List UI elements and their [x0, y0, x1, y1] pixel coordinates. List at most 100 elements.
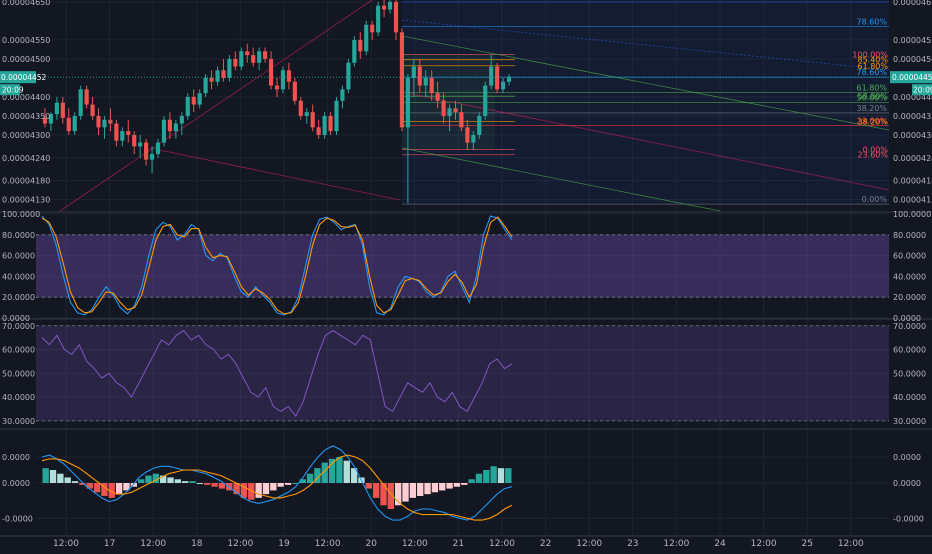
candle-body [114, 123, 119, 141]
candle-body [209, 77, 214, 82]
macd-hist-bar [372, 483, 380, 498]
macd-hist-bar [49, 470, 57, 483]
last-price-badge-left [0, 71, 36, 84]
candle-body [346, 62, 351, 90]
stoch-line [41, 216, 513, 315]
macd-hist-bar [284, 483, 292, 485]
macd-hist-bar [167, 477, 174, 483]
y-tick-label-left: 0.00004500 [2, 55, 50, 64]
macd-hist-bar [387, 483, 394, 509]
macd-hist-bar [497, 468, 505, 483]
candle-body [191, 96, 196, 105]
rsi-y-tick-left: 60.0000 [2, 346, 35, 355]
last-price-label-left: 0.00004452 [1, 73, 47, 82]
x-tick-label: 24 [714, 539, 726, 549]
y-tick-label-right: 0.00004650 [893, 0, 932, 7]
rsi-y-tick-left: 50.0000 [2, 369, 35, 378]
candle-body [411, 66, 416, 78]
x-tick-label: 19 [278, 539, 290, 549]
y-tick-label-left: 0.00004400 [2, 93, 50, 102]
candle-body [155, 142, 161, 154]
candle-body [120, 131, 125, 141]
channel-line [401, 35, 890, 131]
candle-body [179, 115, 184, 124]
candle-body [328, 115, 333, 132]
stoch-y-tick-right: 80.0000 [893, 231, 926, 240]
macd-hist-bar [130, 483, 137, 487]
candle-body [48, 114, 54, 124]
candle-body [42, 117, 48, 124]
candle-body [453, 108, 458, 113]
rsi-y-tick-left: 40.0000 [2, 393, 35, 402]
macd-hist-bar [233, 483, 240, 495]
stoch-y-tick-right: 100.0000 [893, 210, 931, 219]
stoch-y-tick-right: 20.0000 [893, 293, 926, 302]
macd-hist-bar [336, 457, 343, 483]
candle-body [66, 117, 71, 132]
candle-body [370, 24, 375, 33]
candle-body [197, 93, 202, 105]
x-tick-label: 12:00 [53, 539, 79, 549]
trendline [149, 147, 401, 201]
macd-hist-bar [248, 483, 255, 500]
candle-body [429, 77, 434, 94]
macd-hist-bar [182, 481, 189, 483]
candle-body [417, 66, 422, 86]
candle-body [358, 39, 363, 52]
candle-body [257, 51, 262, 63]
stoch-y-tick-left: 40.0000 [2, 272, 35, 281]
macd-line [41, 454, 513, 521]
trendline [59, 0, 373, 212]
x-tick-label: 12:00 [140, 539, 166, 549]
x-tick-label: 12:00 [489, 539, 515, 549]
stoch-y-tick-left: 100.0000 [2, 210, 40, 219]
macd-hist-bar [160, 475, 167, 483]
candle-body [506, 77, 512, 82]
extension-line [401, 19, 890, 71]
candle-body [393, 1, 399, 33]
candle-body [78, 89, 83, 116]
macd-hist-bar [453, 483, 461, 487]
candle-body [233, 58, 238, 67]
macd-hist-bar [321, 462, 328, 483]
candle-body [108, 119, 113, 124]
rsi-line [41, 329, 513, 418]
fib-label-mid: 0.00% [863, 145, 889, 154]
candle-body [126, 131, 131, 135]
macd-hist-bar [446, 483, 453, 489]
macd-hist-bar [365, 483, 372, 489]
macd-hist-bar [431, 483, 439, 493]
candle-body [489, 66, 494, 86]
macd-hist-bar [461, 483, 468, 485]
macd-hist-bar [64, 477, 71, 483]
x-tick-label: 18 [191, 539, 203, 549]
x-tick-label: 22 [540, 539, 551, 549]
x-tick-label: 12:00 [402, 539, 428, 549]
fib-label-right: 50.00% [856, 94, 887, 103]
time-label-left: 20:09 [2, 86, 24, 95]
candle-body [173, 123, 178, 132]
rsi-y-tick-right: 60.0000 [893, 346, 926, 355]
y-tick-label-left: 0.00004350 [2, 112, 50, 121]
candle-body [221, 70, 226, 78]
candle-body [286, 70, 291, 82]
candle-body [352, 39, 357, 63]
candle-body [280, 70, 286, 90]
fib-label-right: 61.80% [856, 83, 887, 92]
candle-body [471, 134, 476, 143]
macd-hist-bar [490, 466, 497, 483]
fib-label-mid: 58.80% [857, 92, 888, 101]
macd-hist-bar [240, 483, 248, 498]
macd-hist-bar [417, 483, 424, 496]
x-tick-label: 12:00 [838, 539, 864, 549]
fib-label-right: 78.60% [856, 18, 887, 27]
macd-hist-bar [350, 468, 358, 483]
candle-body [138, 142, 143, 147]
fib-label-right: 78.60% [856, 68, 887, 77]
candle-body [340, 89, 345, 101]
rsi-y-tick-left: 70.0000 [2, 322, 35, 331]
macd-hist-bar [255, 483, 262, 498]
